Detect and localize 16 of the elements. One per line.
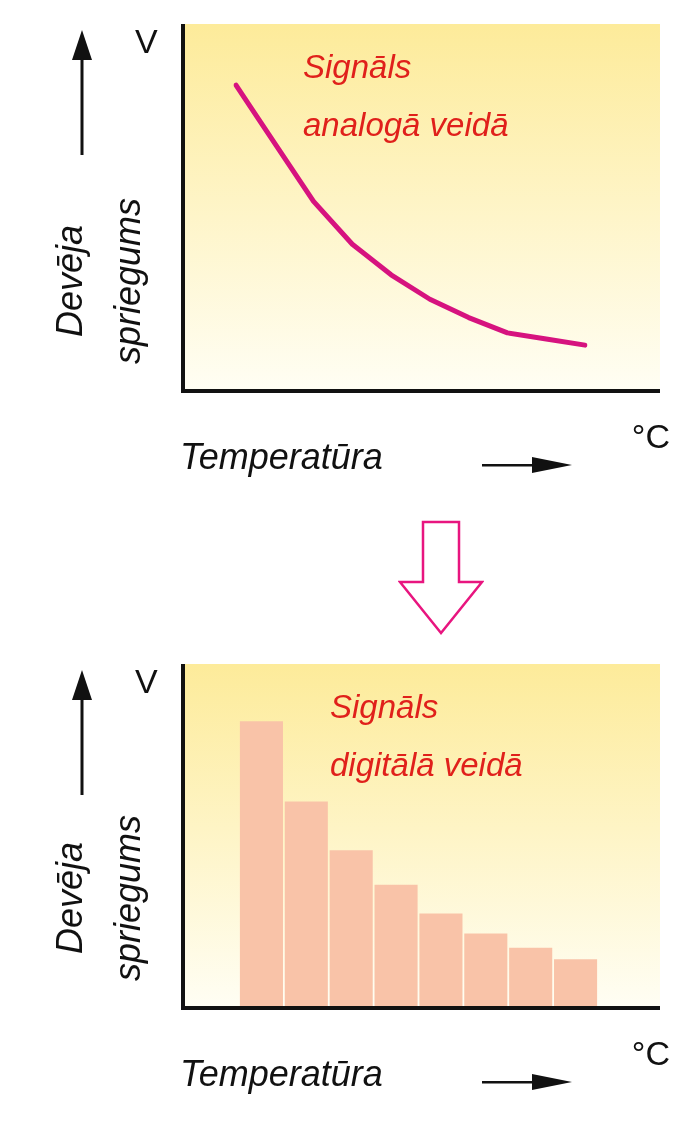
text: °C xyxy=(631,1034,670,1073)
text: °C xyxy=(631,417,670,456)
bar xyxy=(554,959,598,1008)
y-axis-title: Devēja spriegums xyxy=(49,814,149,982)
series-label: Signāls analogā veidā xyxy=(303,48,509,144)
bar xyxy=(509,947,553,1008)
bar xyxy=(329,850,373,1008)
x-axis-title: Temperatūra xyxy=(180,436,383,478)
bar xyxy=(464,933,508,1008)
bar xyxy=(239,721,283,1008)
x-axis-title: Temperatūra xyxy=(180,1053,383,1095)
text: V xyxy=(135,22,158,61)
series-label: Signāls digitālā veidā xyxy=(330,688,523,784)
bar xyxy=(284,801,328,1008)
y-axis-title: Devēja spriegums xyxy=(49,197,149,365)
text: V xyxy=(135,662,158,701)
